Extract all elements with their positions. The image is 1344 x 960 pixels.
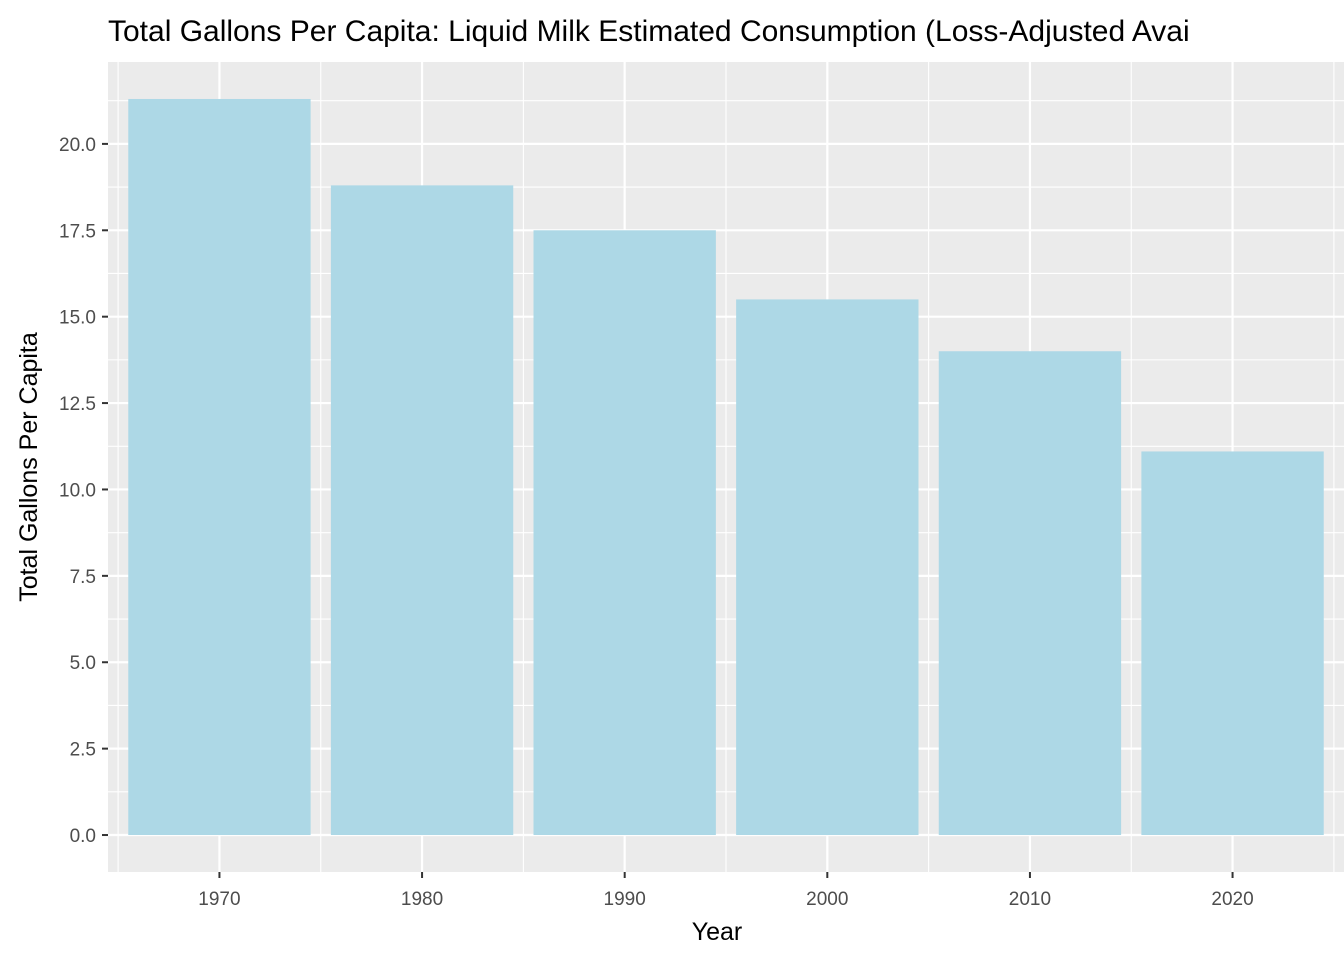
bar-2020	[1141, 451, 1324, 836]
minor-gridlines	[108, 62, 1344, 872]
y-axis-ticks: 0.0 2.5 5.0 7.5 10.0 12.5 15.0 17.5 20.0	[59, 135, 108, 847]
x-axis-title: Year	[692, 918, 743, 946]
y-tick-label: 10.0	[59, 480, 96, 501]
bar-2010	[938, 351, 1122, 836]
bars	[128, 98, 1324, 836]
bar-1990	[533, 230, 716, 836]
chart-title: Total Gallons Per Capita: Liquid Milk Es…	[108, 15, 1190, 48]
bar-1970	[128, 98, 311, 836]
y-tick-label: 0.0	[70, 826, 96, 847]
x-tick-label: 1990	[604, 889, 646, 910]
y-axis-title: Total Gallons Per Capita	[15, 332, 43, 602]
y-tick-label: 2.5	[70, 740, 96, 761]
y-tick-label: 15.0	[59, 308, 96, 329]
x-tick-label: 2020	[1211, 889, 1253, 910]
bar-2000	[736, 299, 919, 836]
y-tick-label: 5.0	[70, 653, 96, 674]
x-tick-label: 2010	[1009, 889, 1051, 910]
y-tick-label: 12.5	[59, 394, 96, 415]
x-tick-label: 1970	[198, 889, 240, 910]
bar-1980	[330, 185, 514, 836]
y-tick-label: 7.5	[70, 567, 96, 588]
y-tick-label: 20.0	[59, 135, 96, 156]
x-tick-label: 2000	[806, 889, 848, 910]
x-tick-label: 1980	[401, 889, 443, 910]
y-tick-label: 17.5	[59, 221, 96, 242]
x-axis-ticks: 1970 1980 1990 2000 2010 2020	[198, 872, 1254, 910]
